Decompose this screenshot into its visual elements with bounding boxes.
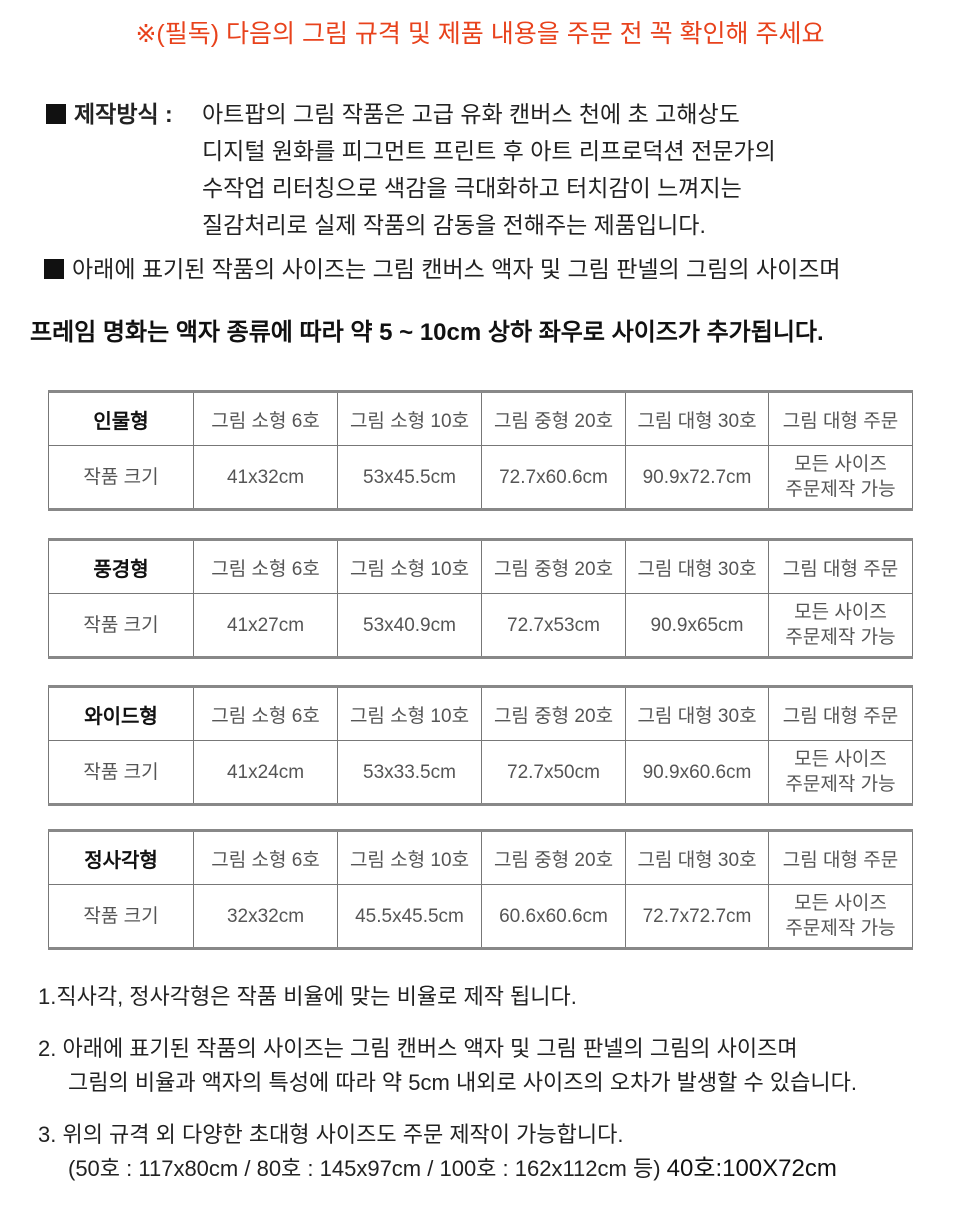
- method-line: 아트팝의 그림 작품은 고급 유화 캔버스 천에 초 고해상도: [202, 101, 740, 127]
- square-bullet-icon: [44, 259, 64, 279]
- size-table: 와이드형 그림 소형 6호 그림 소형 10호 그림 중형 20호 그림 대형 30호 그…: [48, 685, 913, 806]
- size-value: 90.9x65cm: [625, 593, 769, 658]
- custom-order-cell: 모든 사이즈 주문제작 가능: [768, 445, 913, 510]
- row-label: 작품 크기: [48, 593, 194, 658]
- size-header: 그림 중형 20호: [481, 830, 626, 885]
- size-header: 그림 대형 30호: [625, 539, 769, 594]
- size-header: 그림 소형 10호: [337, 686, 482, 741]
- production-method: 제작방식 : 아트팝의 그림 작품은 고급 유화 캔버스 천에 초 고해상도 디…: [46, 96, 776, 238]
- size-note-text: 아래에 표기된 작품의 사이즈는 그림 캔버스 액자 및 그림 판넬의 그림의 …: [72, 256, 841, 282]
- custom-order-cell: 모든 사이즈 주문제작 가능: [768, 740, 913, 805]
- size-value: 72.7x50cm: [481, 740, 626, 805]
- custom-order-cell: 모든 사이즈 주문제작 가능: [768, 593, 913, 658]
- size-header: 그림 소형 10호: [337, 391, 482, 446]
- size-value: 60.6x60.6cm: [481, 884, 626, 949]
- size-header: 그림 중형 20호: [481, 539, 626, 594]
- size-table: 인물형 그림 소형 6호 그림 소형 10호 그림 중형 20호 그림 대형 30호 그림…: [48, 390, 913, 511]
- size-header: 그림 소형 10호: [337, 539, 482, 594]
- size-header: 그림 소형 6호: [193, 391, 338, 446]
- size-value: 41x27cm: [193, 593, 338, 658]
- size-value: 72.7x53cm: [481, 593, 626, 658]
- row-label: 작품 크기: [48, 445, 194, 510]
- size-header: 그림 대형 주문: [768, 830, 913, 885]
- size-value: 90.9x72.7cm: [625, 445, 769, 510]
- table-type: 인물형: [48, 391, 194, 446]
- size-value: 72.7x60.6cm: [481, 445, 626, 510]
- size-header: 그림 중형 20호: [481, 391, 626, 446]
- footnote-2: 2. 아래에 표기된 작품의 사이즈는 그림 캔버스 액자 및 그림 판넬의 그…: [38, 1036, 857, 1095]
- custom-order-cell: 모든 사이즈 주문제작 가능: [768, 884, 913, 949]
- footnote-1: 1.직사각, 정사각형은 작품 비율에 맞는 비율로 제작 됩니다.: [38, 984, 577, 1009]
- size-table: 정사각형 그림 소형 6호 그림 소형 10호 그림 중형 20호 그림 대형 30호 그…: [48, 829, 913, 950]
- size-value: 53x45.5cm: [337, 445, 482, 510]
- frame-note: 프레임 명화는 액자 종류에 따라 약 5 ~ 10cm 상하 좌우로 사이즈가…: [30, 319, 824, 346]
- table-type: 정사각형: [48, 830, 194, 885]
- size-header: 그림 소형 6호: [193, 686, 338, 741]
- size-value: 41x32cm: [193, 445, 338, 510]
- size-value: 32x32cm: [193, 884, 338, 949]
- method-line: 수작업 리터칭으로 색감을 극대화하고 터치감이 느껴지는: [202, 175, 742, 201]
- footnote-3: 3. 위의 규격 외 다양한 초대형 사이즈도 주문 제작이 가능합니다. (50…: [38, 1122, 837, 1182]
- size-value: 45.5x45.5cm: [337, 884, 482, 949]
- size-header: 그림 중형 20호: [481, 686, 626, 741]
- footnotes: 1.직사각, 정사각형은 작품 비율에 맞는 비율로 제작 됩니다. 2. 아래…: [38, 980, 857, 1204]
- table-type: 풍경형: [48, 539, 194, 594]
- method-line: 질감처리로 실제 작품의 감동을 전해주는 제품입니다.: [202, 212, 706, 238]
- size-table: 풍경형 그림 소형 6호 그림 소형 10호 그림 중형 20호 그림 대형 30호 그림…: [48, 538, 913, 659]
- method-label: 제작방식 :: [74, 101, 173, 127]
- size-header: 그림 대형 30호: [625, 686, 769, 741]
- method-line: 디지털 원화를 피그먼트 프린트 후 아트 리프로덕션 전문가의: [202, 138, 776, 164]
- size-note: 아래에 표기된 작품의 사이즈는 그림 캔버스 액자 및 그림 판넬의 그림의 …: [44, 250, 841, 284]
- size-header: 그림 대형 주문: [768, 539, 913, 594]
- size-header: 그림 대형 주문: [768, 391, 913, 446]
- table-type: 와이드형: [48, 686, 194, 741]
- size-value: 90.9x60.6cm: [625, 740, 769, 805]
- size-header: 그림 소형 6호: [193, 539, 338, 594]
- row-label: 작품 크기: [48, 884, 194, 949]
- size-header: 그림 소형 6호: [193, 830, 338, 885]
- size-value: 53x40.9cm: [337, 593, 482, 658]
- size-header: 그림 대형 주문: [768, 686, 913, 741]
- size-header: 그림 소형 10호: [337, 830, 482, 885]
- row-label: 작품 크기: [48, 740, 194, 805]
- size-value: 53x33.5cm: [337, 740, 482, 805]
- size-value: 41x24cm: [193, 740, 338, 805]
- size-header: 그림 대형 30호: [625, 830, 769, 885]
- square-bullet-icon: [46, 104, 66, 124]
- size-header: 그림 대형 30호: [625, 391, 769, 446]
- notice-heading: ※(필독) 다음의 그림 규격 및 제품 내용을 주문 전 꼭 확인해 주세요: [135, 20, 825, 48]
- size-value: 72.7x72.7cm: [625, 884, 769, 949]
